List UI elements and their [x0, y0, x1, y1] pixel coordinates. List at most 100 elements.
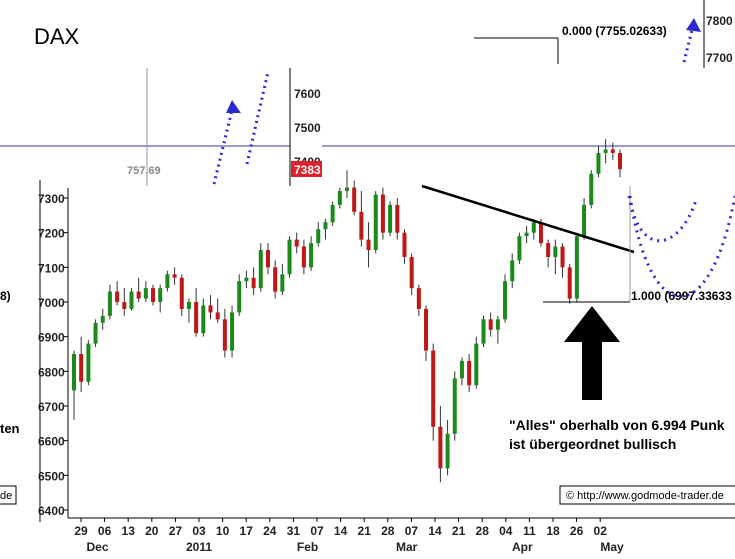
x-tick-label: 27 [169, 524, 183, 538]
candle-body [280, 274, 285, 292]
y-tick-label: 7200 [38, 227, 65, 241]
price-badge [291, 161, 322, 177]
month-label: Apr [512, 540, 533, 554]
support-arrow [564, 306, 620, 400]
y-tick-label: 6600 [38, 435, 65, 449]
x-tick-label: 21 [452, 524, 466, 538]
x-tick-label: 31 [287, 524, 301, 538]
candle-body [273, 267, 278, 292]
candle-body [560, 246, 565, 268]
y-tick-label: 6700 [38, 400, 65, 414]
candle-body [222, 319, 227, 351]
side-fragment-box [0, 485, 17, 505]
inset-arrow-2 [245, 71, 270, 165]
y-tick-label: 6900 [38, 331, 65, 345]
candle-body [503, 281, 508, 320]
inset-tick-7600: 7600 [294, 87, 321, 101]
candle-body [323, 222, 328, 230]
candle-body [438, 426, 443, 469]
candle-body [589, 173, 594, 205]
x-tick-label: 04 [499, 524, 513, 538]
candle-body [488, 319, 493, 330]
y-tick-label: 7100 [38, 261, 65, 275]
candles [72, 139, 622, 483]
price-badge-value: 7383 [294, 163, 321, 177]
x-ticks: 29 06 13 20 27 03 10 17 24 31 07 14 21 28 07 14 21 28 04 11… [74, 518, 624, 554]
candle-body [582, 204, 587, 237]
candle-body [115, 291, 120, 302]
inset-label: 757.69 [127, 165, 161, 177]
candle-body [416, 288, 421, 309]
y-tick-label: 6400 [38, 504, 65, 518]
candle-body [186, 302, 191, 309]
candle-body [431, 350, 436, 427]
inset-arrow-1 [212, 109, 234, 185]
candle-body [524, 232, 529, 237]
candle-body [158, 288, 163, 302]
annotation-line2: ist übergeordnet bullisch [509, 436, 676, 452]
month-label: Feb [297, 540, 318, 554]
candle-body [165, 274, 170, 289]
candle-body [538, 222, 543, 244]
candle-body [517, 236, 522, 261]
candle-body [107, 291, 112, 316]
candle-body [596, 152, 601, 174]
side-fragment-1: 8) [0, 289, 11, 303]
candle-body [567, 267, 572, 299]
candle-body [553, 246, 558, 257]
candle-body [93, 322, 98, 344]
y-tick-label: 6500 [38, 469, 65, 483]
candle-body [215, 312, 220, 320]
projection-curve-1 [627, 195, 698, 243]
candle-body [208, 305, 213, 313]
candle-body [136, 291, 141, 299]
candle-body [100, 315, 105, 323]
y-ticks: 6400 6500 6600 6700 6800 6900 7000 7100 7200 7300 [38, 192, 68, 518]
candle-body [574, 236, 579, 299]
x-tick-label: 07 [310, 524, 324, 538]
candle-body [129, 291, 134, 309]
inset-arrowhead-1 [226, 100, 241, 113]
x-tick-label: 07 [405, 524, 419, 538]
annotation-line1: "Alles" oberhalb von 6.994 Punk [509, 417, 725, 433]
chart-title: DAX [34, 24, 80, 49]
candle-body [395, 204, 400, 233]
candle-body [79, 354, 84, 382]
candle-body [409, 256, 414, 289]
month-label: Mar [396, 540, 418, 554]
x-tick-label: 24 [263, 524, 277, 538]
month-label: Dec [87, 540, 109, 554]
candle-body [359, 211, 364, 240]
candle-body [373, 194, 378, 250]
x-tick-label: 29 [74, 524, 88, 538]
candle-body [380, 194, 385, 233]
candle-body [230, 312, 235, 351]
candle-body [452, 378, 457, 434]
candle-body [531, 222, 536, 233]
candle-body [495, 319, 500, 330]
candle-body [424, 308, 429, 351]
candle-body [445, 433, 450, 469]
x-tick-label: 21 [358, 524, 372, 538]
x-tick-label: 11 [523, 524, 536, 538]
candle-body [481, 319, 486, 344]
top-right-tick-7700: 7700 [706, 51, 733, 65]
side-fragment-3: de [0, 490, 12, 502]
copyright-box [559, 485, 735, 505]
x-tick-label: 10 [216, 524, 230, 538]
x-tick-label: 28 [476, 524, 490, 538]
candle-body [345, 187, 349, 192]
candle-body [474, 343, 479, 386]
x-tick-label: 14 [334, 524, 348, 538]
candle-body [301, 246, 306, 268]
candle-body [287, 239, 292, 275]
x-tick-label: 03 [192, 524, 206, 538]
candle-body [610, 149, 615, 153]
candle-body [265, 250, 270, 268]
candle-body [618, 152, 622, 170]
candle-body [143, 288, 148, 299]
candle-body [330, 204, 335, 223]
candle-body [603, 149, 608, 153]
month-label: 2011 [186, 540, 212, 554]
